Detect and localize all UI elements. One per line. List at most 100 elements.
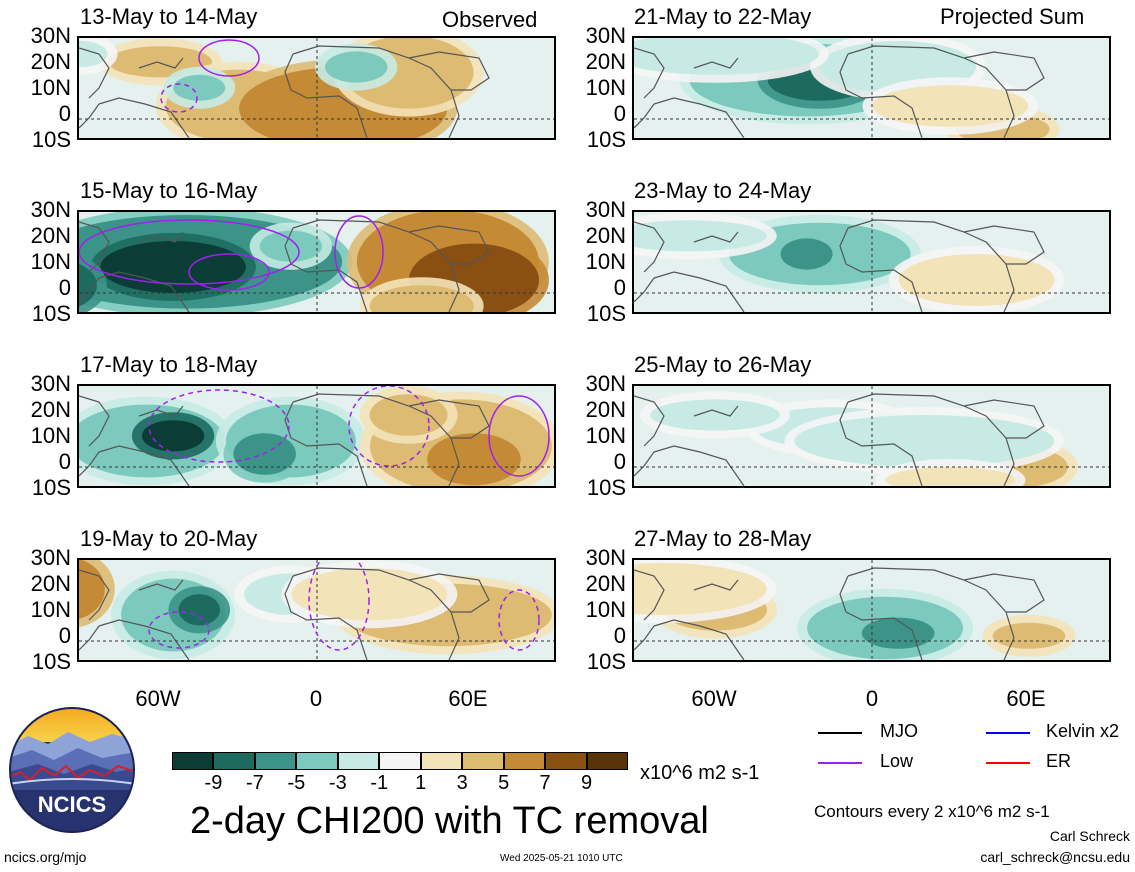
colorbar-tick-label: 1 — [415, 772, 427, 794]
anomaly-core — [100, 241, 246, 293]
lat-tick: 0 — [58, 623, 71, 648]
anomaly-core — [872, 85, 1029, 127]
map-panel-23-24-may — [632, 210, 1111, 314]
coastline — [653, 97, 745, 138]
coastline — [408, 399, 490, 439]
colorbar-tick-label: 3 — [456, 772, 468, 794]
anomaly-core — [650, 399, 780, 431]
low-contour — [148, 389, 290, 463]
footer-author: Carl Schreck — [1049, 828, 1130, 844]
colorbar-segment — [379, 752, 421, 770]
coastline — [292, 45, 460, 138]
colorbar-segment — [337, 752, 380, 770]
colorbar-segment — [213, 752, 255, 770]
coastline — [963, 225, 1045, 265]
colorbar — [172, 752, 628, 772]
panel-title-4: 19-May to 20-May — [80, 526, 258, 551]
panel-title-2: 15-May to 16-May — [80, 178, 258, 203]
coastline — [634, 277, 655, 303]
observed-label: Observed — [442, 7, 538, 32]
lat-tick: 30N — [585, 197, 626, 222]
coastline — [839, 53, 923, 138]
anomaly-core — [898, 254, 1055, 306]
lon-tick-60w-right: 60W — [691, 686, 737, 711]
lat-tick: 10S — [586, 127, 626, 152]
colorbar-segment — [586, 752, 628, 770]
footer-email[interactable]: carl_schreck@ncsu.edu — [980, 849, 1130, 865]
coastline — [79, 395, 110, 447]
coastline — [847, 567, 1015, 660]
lat-tick: 10N — [585, 75, 626, 100]
lat-tick: 10S — [31, 127, 71, 152]
colorbar-tick-label: 9 — [580, 772, 593, 794]
anomaly-core — [178, 594, 221, 626]
coastline — [963, 51, 1045, 91]
anomaly-core — [634, 220, 767, 252]
coastline — [653, 619, 745, 660]
legend-line-low — [818, 762, 862, 764]
footer-url[interactable]: ncics.org/mjo — [4, 849, 87, 865]
lat-tick: 20N — [30, 397, 71, 422]
low-contour — [198, 39, 260, 77]
ncics-logo[interactable]: NCICS — [8, 706, 136, 834]
lat-tick: 30N — [585, 545, 626, 570]
low-contour — [348, 386, 430, 467]
panel-title-3: 17-May to 18-May — [80, 352, 258, 377]
coastline — [408, 51, 490, 91]
lon-tick-60w-left: 60W — [135, 686, 181, 711]
legend-label-er: ER — [1046, 751, 1072, 771]
anomaly-core — [427, 433, 521, 486]
lat-tick: 20N — [585, 397, 626, 422]
lat-tick: 20N — [585, 223, 626, 248]
low-contour — [334, 215, 384, 289]
lon-tick-60e-left: 60E — [448, 686, 488, 711]
coastline — [98, 445, 190, 486]
coastline — [138, 57, 184, 69]
colorbar-segment — [420, 752, 463, 770]
lat-tick: 30N — [585, 371, 626, 396]
anomaly-field — [79, 38, 554, 138]
lat-tick: 30N — [30, 371, 71, 396]
lat-tick: 0 — [58, 449, 71, 474]
coastline — [634, 395, 665, 447]
coastline — [653, 271, 745, 312]
lat-tick: 10N — [585, 597, 626, 622]
anomaly-core — [885, 467, 1016, 486]
colorbar-segment — [503, 752, 546, 770]
colorbar-segment — [462, 752, 504, 770]
low-contour — [498, 589, 540, 651]
anomaly-core — [79, 263, 97, 307]
anomaly-field — [634, 212, 1109, 312]
colorbar-tick-label: -5 — [287, 772, 306, 794]
low-contour — [308, 560, 370, 651]
coastline — [79, 451, 100, 477]
low-contour — [148, 611, 210, 649]
legend-line-er — [986, 762, 1030, 764]
chart-title: 2-day CHI200 with TC removal — [190, 800, 709, 842]
coastline — [292, 219, 460, 312]
coastline — [284, 227, 368, 312]
coastline — [284, 53, 368, 138]
lon-tick-0-left: 0 — [309, 686, 323, 711]
coastline — [839, 227, 923, 312]
anomaly-core — [79, 41, 108, 67]
legend-line-kelvin — [986, 732, 1030, 734]
lat-tick: 10S — [31, 475, 71, 500]
anomaly-field — [634, 38, 1109, 138]
legend-line-mjo — [818, 732, 862, 734]
coastline — [693, 57, 739, 69]
lat-tick: 10S — [31, 649, 71, 674]
lat-tick: 20N — [585, 571, 626, 596]
coastline — [79, 277, 100, 303]
coastline — [653, 445, 745, 486]
coastline — [138, 231, 184, 243]
anomaly-core — [369, 285, 474, 312]
coastline — [284, 575, 368, 660]
coastline — [634, 451, 655, 477]
coastline — [292, 567, 460, 660]
coastline — [284, 401, 368, 486]
anomaly-core — [325, 51, 388, 83]
coastline — [634, 103, 655, 129]
coastline — [847, 393, 1015, 486]
lat-tick: 10N — [30, 75, 71, 100]
